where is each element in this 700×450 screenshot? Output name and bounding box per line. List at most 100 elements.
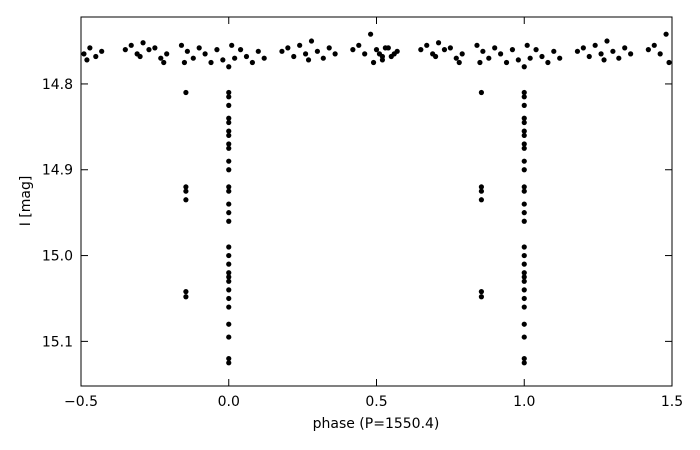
data-point bbox=[586, 53, 592, 60]
data-point bbox=[521, 102, 527, 108]
data-point bbox=[478, 184, 485, 190]
data-point bbox=[232, 55, 238, 61]
data-point bbox=[521, 360, 527, 366]
data-point bbox=[478, 188, 485, 194]
data-point bbox=[158, 55, 164, 61]
data-point bbox=[521, 244, 527, 250]
data-point bbox=[433, 53, 439, 60]
data-point bbox=[478, 197, 485, 203]
data-point bbox=[84, 57, 90, 63]
data-point bbox=[480, 48, 486, 54]
data-point bbox=[226, 89, 232, 96]
data-point bbox=[183, 188, 189, 194]
data-point bbox=[184, 48, 190, 54]
data-point bbox=[229, 42, 235, 48]
data-point bbox=[226, 64, 232, 70]
x-tick-label: −0.5 bbox=[64, 394, 98, 410]
data-point bbox=[477, 59, 483, 66]
data-point bbox=[663, 31, 669, 37]
data-point bbox=[521, 261, 527, 267]
data-point bbox=[249, 59, 255, 66]
data-point bbox=[521, 64, 527, 70]
data-point bbox=[459, 51, 465, 57]
y-tick-label: 15.1 bbox=[42, 334, 73, 350]
data-point bbox=[521, 287, 527, 293]
data-point bbox=[521, 145, 527, 151]
data-point bbox=[87, 45, 93, 51]
data-point bbox=[226, 184, 232, 190]
data-point bbox=[521, 167, 527, 173]
data-point bbox=[521, 184, 527, 190]
data-point bbox=[524, 42, 530, 48]
data-point bbox=[592, 42, 598, 48]
data-point bbox=[208, 59, 214, 66]
data-point bbox=[226, 252, 232, 259]
data-point bbox=[521, 94, 527, 100]
data-point bbox=[164, 51, 170, 57]
data-point bbox=[226, 321, 232, 327]
data-point bbox=[183, 294, 189, 300]
data-point bbox=[521, 132, 527, 139]
data-point bbox=[424, 42, 430, 48]
data-point bbox=[362, 51, 368, 57]
data-point bbox=[492, 45, 498, 51]
data-point bbox=[291, 53, 297, 60]
data-point bbox=[521, 304, 527, 310]
data-point bbox=[196, 45, 202, 51]
data-point bbox=[616, 55, 622, 61]
data-point bbox=[220, 57, 226, 63]
data-point bbox=[226, 218, 232, 224]
data-point bbox=[498, 51, 504, 57]
data-point bbox=[226, 201, 232, 207]
data-point bbox=[181, 59, 188, 66]
data-point bbox=[152, 45, 158, 51]
data-point bbox=[628, 51, 634, 57]
data-point bbox=[376, 51, 383, 57]
data-point bbox=[226, 167, 232, 173]
data-point bbox=[297, 42, 303, 48]
data-point bbox=[140, 40, 146, 46]
data-point bbox=[418, 47, 424, 53]
data-point bbox=[305, 57, 312, 63]
data-point bbox=[521, 141, 527, 147]
data-point bbox=[521, 188, 527, 194]
data-point bbox=[447, 45, 453, 51]
data-point bbox=[441, 47, 448, 53]
data-point bbox=[279, 48, 285, 54]
data-point bbox=[478, 294, 485, 300]
data-point bbox=[453, 55, 459, 61]
x-tick-label: 0.5 bbox=[365, 394, 387, 410]
x-axis-label: phase (P=1550.4) bbox=[313, 416, 440, 432]
data-point bbox=[382, 45, 388, 51]
data-point bbox=[226, 141, 232, 147]
data-point bbox=[226, 261, 232, 267]
data-point bbox=[474, 42, 480, 48]
data-point bbox=[515, 57, 521, 63]
data-point bbox=[521, 274, 527, 280]
data-point bbox=[320, 55, 326, 61]
data-point bbox=[137, 53, 143, 60]
data-point bbox=[226, 115, 232, 121]
data-point bbox=[521, 128, 527, 134]
data-point bbox=[226, 132, 232, 139]
data-point bbox=[285, 45, 291, 51]
data-point bbox=[226, 274, 232, 280]
data-point bbox=[478, 289, 485, 295]
data-point bbox=[237, 47, 244, 53]
data-point bbox=[521, 210, 527, 216]
data-point bbox=[394, 48, 400, 54]
data-point bbox=[178, 42, 185, 48]
data-point bbox=[521, 89, 527, 96]
data-point bbox=[332, 51, 338, 57]
data-point bbox=[226, 188, 232, 194]
y-tick-label: 15.0 bbox=[42, 249, 73, 265]
data-point bbox=[226, 158, 232, 164]
data-point bbox=[379, 57, 386, 63]
data-point bbox=[226, 355, 232, 362]
data-point bbox=[521, 119, 527, 126]
data-point bbox=[539, 53, 545, 60]
data-point bbox=[243, 53, 250, 60]
data-point bbox=[202, 51, 208, 57]
data-point bbox=[521, 115, 527, 121]
data-point bbox=[435, 40, 442, 46]
